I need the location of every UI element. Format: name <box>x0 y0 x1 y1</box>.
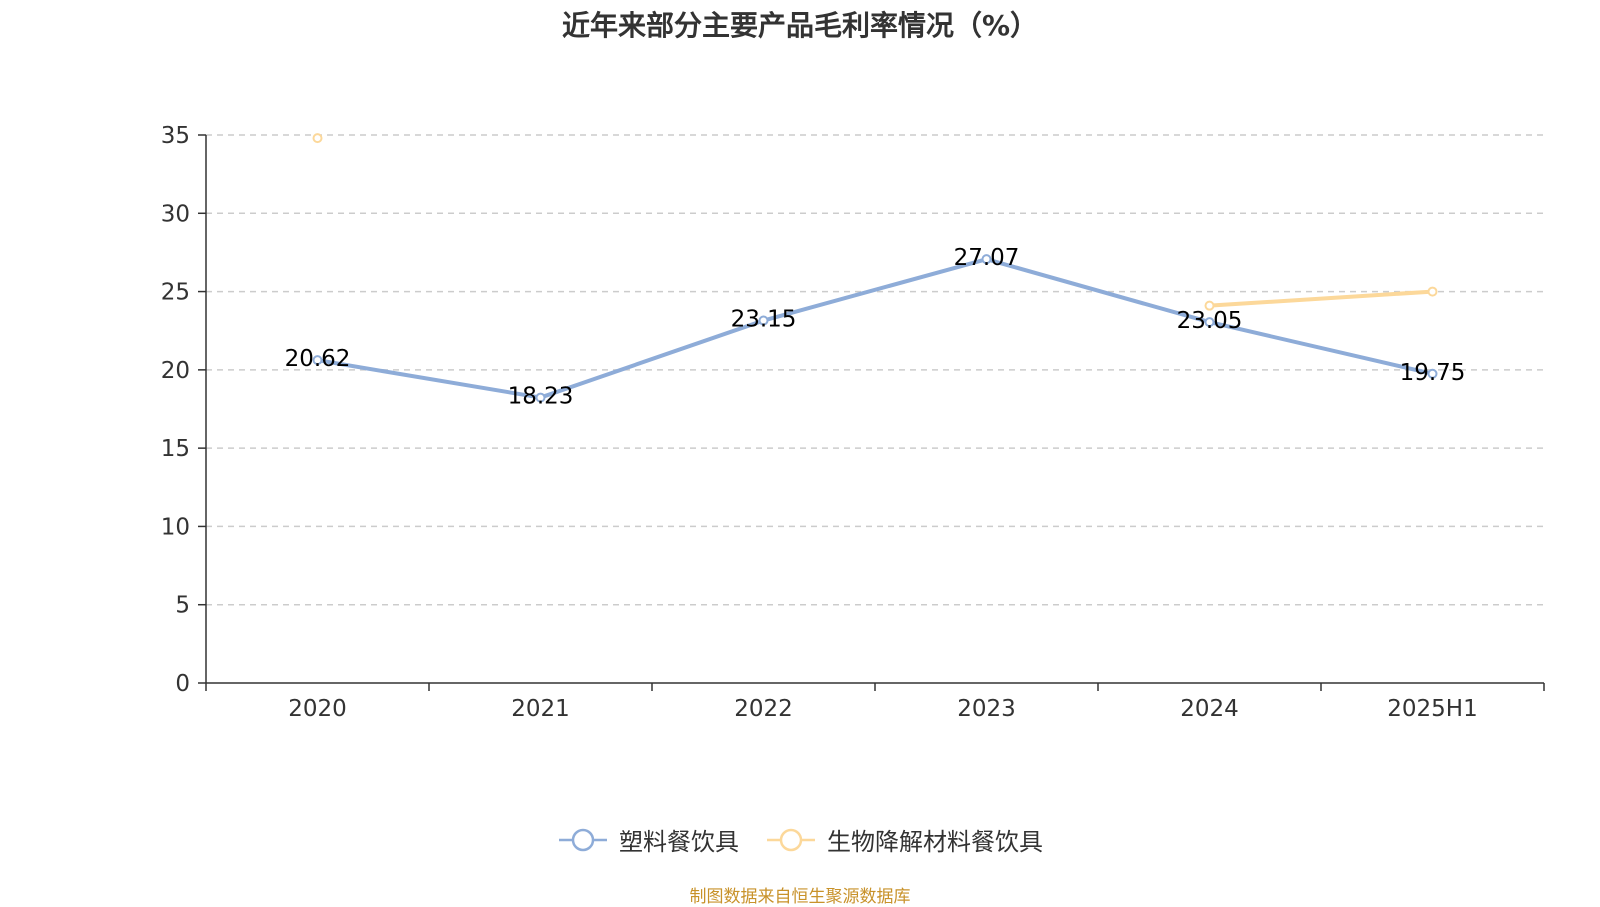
gridlines <box>206 134 1544 606</box>
data-label: 23.05 <box>1177 308 1243 334</box>
x-tick-label: 2020 <box>288 696 347 722</box>
y-tick-label: 25 <box>161 280 190 306</box>
legend-marker-icon <box>767 828 815 851</box>
data-point <box>1427 368 1438 379</box>
y-tick-label: 10 <box>161 514 190 540</box>
data-point <box>312 355 323 366</box>
y-tick-label: 15 <box>161 436 190 462</box>
chart-title: 近年来部分主要产品毛利率情况（%） <box>561 9 1039 42</box>
legend[interactable]: 塑料餐饮具 生物降解材料餐饮具 <box>0 822 1600 857</box>
x-tick-label: 2025H1 <box>1387 696 1477 722</box>
data-point <box>1204 317 1215 328</box>
data-point <box>1427 286 1438 297</box>
data-point <box>981 254 992 265</box>
data-point <box>312 133 323 144</box>
data-label: 19.75 <box>1400 360 1466 386</box>
data-label: 18.23 <box>508 384 574 410</box>
data-labels: 20.62 18.23 23.15 27.07 23.05 19.75 <box>285 245 1466 409</box>
legend-label: 生物降解材料餐饮具 <box>827 828 1043 856</box>
legend-item[interactable]: 塑料餐饮具 <box>557 822 739 857</box>
x-tick-label: 2024 <box>1180 696 1239 722</box>
legend-marker-icon <box>559 828 607 851</box>
axes: 0 5 10 15 20 25 30 35 2020 2021 2022 2023 2024 2025H1 <box>161 123 1545 722</box>
data-source: 制图数据来自恒生聚源数据库 <box>689 887 911 907</box>
series <box>312 133 1438 403</box>
data-point <box>758 315 769 326</box>
x-tick-label: 2021 <box>511 696 570 722</box>
data-label: 27.07 <box>954 245 1020 271</box>
series-line-0 <box>315 257 1435 400</box>
x-tick-label: 2022 <box>734 696 793 722</box>
data-point <box>1204 300 1215 311</box>
legend-label: 塑料餐饮具 <box>619 828 739 856</box>
data-point <box>535 392 546 403</box>
data-label: 23.15 <box>731 307 797 333</box>
y-tick-label: 35 <box>161 123 190 149</box>
series-line-1 <box>1207 289 1435 308</box>
y-tick-label: 30 <box>161 201 190 227</box>
legend-item[interactable]: 生物降解材料餐饮具 <box>765 822 1043 857</box>
x-tick-label: 2023 <box>957 696 1016 722</box>
data-label: 20.62 <box>285 346 351 372</box>
y-tick-label: 0 <box>175 671 190 697</box>
y-tick-label: 5 <box>175 593 190 619</box>
y-tick-label: 20 <box>161 358 190 384</box>
